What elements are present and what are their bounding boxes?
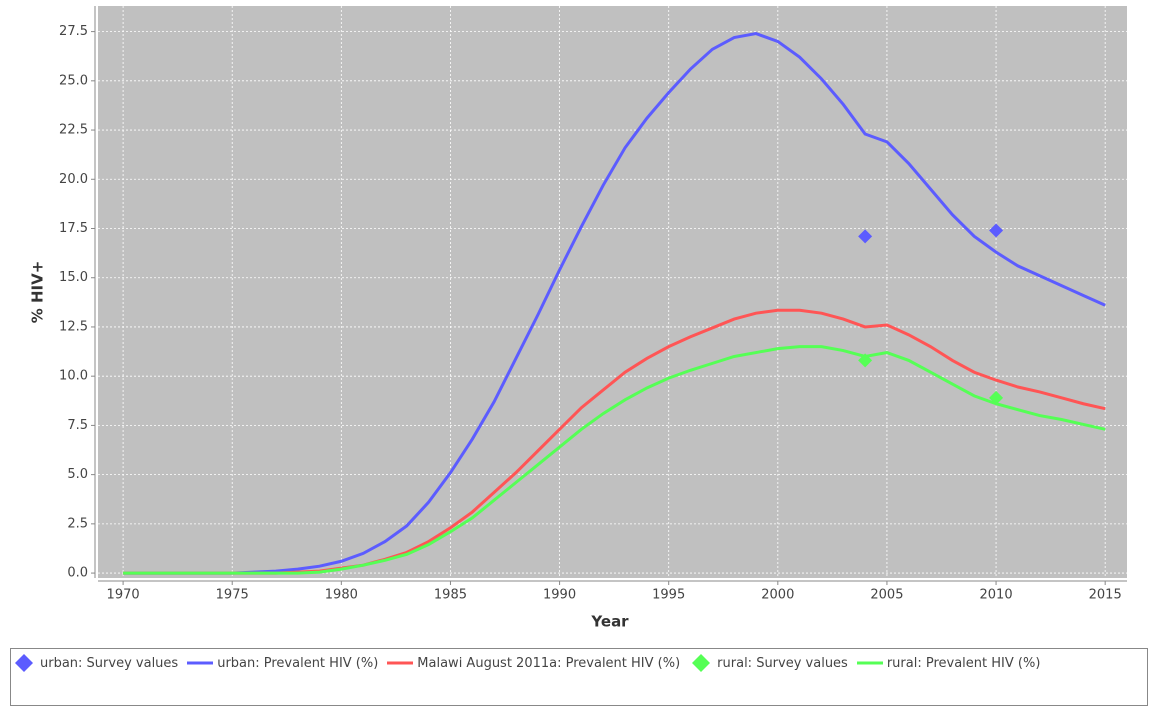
legend-label: Malawi August 2011a: Prevalent HIV (%) <box>417 655 681 671</box>
plot-background <box>98 6 1127 578</box>
legend-item: Malawi August 2011a: Prevalent HIV (%) <box>386 649 680 677</box>
y-tick-label: 17.5 <box>59 221 88 236</box>
x-tick-label: 2000 <box>761 588 794 603</box>
survey-marker <box>989 223 1004 238</box>
legend-label: rural: Survey values <box>717 655 848 671</box>
y-tick-label: 10.0 <box>59 369 88 384</box>
x-tick-label: 2010 <box>980 588 1013 603</box>
survey-marker <box>858 229 873 244</box>
legend-label: urban: Prevalent HIV (%) <box>217 655 379 671</box>
legend-swatch <box>15 654 33 672</box>
x-tick-label: 1990 <box>543 588 576 603</box>
y-axis-label: % HIV+ <box>29 261 47 324</box>
y-tick-label: 15.0 <box>59 270 88 285</box>
survey-marker <box>858 353 873 368</box>
series-line <box>123 345 1106 575</box>
y-tick-label: 2.5 <box>67 516 88 531</box>
legend-item: rural: Prevalent HIV (%) <box>856 649 1041 677</box>
y-tick-label: 27.5 <box>59 24 88 39</box>
series-line <box>123 32 1106 575</box>
legend-swatch <box>692 654 711 672</box>
x-tick-label: 1970 <box>107 588 140 603</box>
y-tick-label: 0.0 <box>67 566 88 581</box>
legend: urban: Survey values urban: Prevalent HIV… <box>10 648 1148 706</box>
legend-swatch <box>387 661 414 665</box>
x-tick-label: 1980 <box>325 588 358 603</box>
survey-marker <box>989 390 1004 405</box>
y-tick-label: 5.0 <box>67 467 88 482</box>
x-tick-label: 1975 <box>216 588 249 603</box>
chart: Year % HIV+ 0.0 2.5 5.0 7.5 10.0 12.5 15.0 17.5… <box>29 6 1127 631</box>
x-tick-label: 2005 <box>870 588 903 603</box>
legend-item: urban: Survey values <box>11 649 178 677</box>
legend-marker <box>692 654 711 672</box>
legend-swatch <box>187 661 214 665</box>
y-tick-label: 7.5 <box>67 418 88 433</box>
legend-item: urban: Prevalent HIV (%) <box>186 649 378 677</box>
legend-item: rural: Survey values <box>688 649 848 677</box>
y-tick-label: 12.5 <box>59 319 88 334</box>
x-tick-label: 1985 <box>434 588 467 603</box>
y-tick-label: 22.5 <box>59 123 88 138</box>
legend-label: urban: Survey values <box>40 655 179 671</box>
legend-marker <box>15 654 33 672</box>
y-tick-label: 20.0 <box>59 172 88 187</box>
x-axis-label: Year <box>590 613 629 631</box>
x-tick-label: 1995 <box>652 588 685 603</box>
y-tick-label: 25.0 <box>59 73 88 88</box>
legend-label: rural: Prevalent HIV (%) <box>886 655 1041 671</box>
x-tick-label: 2015 <box>1089 588 1122 603</box>
legend-swatch <box>856 661 883 665</box>
